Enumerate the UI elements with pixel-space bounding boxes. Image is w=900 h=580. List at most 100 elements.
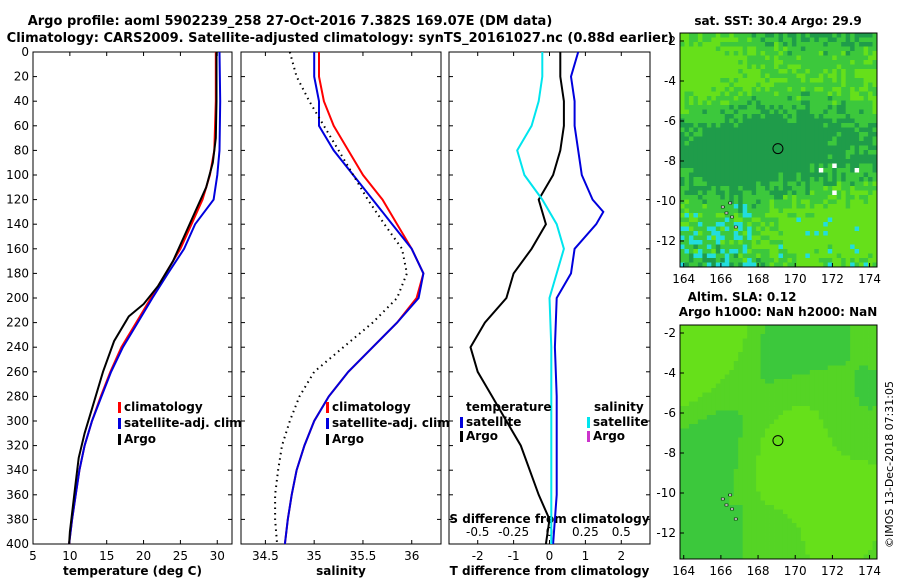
- map-cell: [854, 500, 860, 506]
- map-cell: [818, 460, 824, 465]
- map-cell: [854, 536, 860, 542]
- map-cell: [791, 518, 797, 524]
- map-cell: [724, 163, 730, 169]
- map-cell: [738, 419, 744, 425]
- map-cell: [680, 127, 685, 133]
- map-cell: [809, 249, 815, 254]
- map-cell: [800, 352, 806, 357]
- map-cell: [791, 109, 797, 115]
- map-cell: [769, 338, 775, 344]
- map-cell: [800, 226, 806, 232]
- map-cell: [809, 213, 815, 218]
- map-cell: [715, 177, 721, 182]
- map-cell: [702, 190, 708, 196]
- map-cell: [724, 505, 730, 510]
- map-cell: [791, 195, 797, 200]
- map-cell: [868, 136, 873, 142]
- map-cell: [800, 163, 806, 169]
- map-cell: [765, 141, 770, 146]
- map-cell: [800, 195, 806, 200]
- map-cell: [805, 500, 811, 506]
- map-cell: [774, 545, 779, 551]
- map-cell: [850, 352, 856, 357]
- map-cell: [756, 545, 761, 551]
- map-cell: [774, 536, 779, 542]
- map-cell: [805, 82, 811, 88]
- map-cell: [787, 410, 793, 416]
- map-cell: [733, 505, 739, 510]
- map-cell: [760, 401, 766, 407]
- map-cell: [832, 181, 838, 187]
- map-cell: [823, 338, 829, 344]
- map-cell: [859, 249, 864, 254]
- map-cell: [742, 527, 748, 533]
- map-cell: [787, 370, 793, 375]
- map-cell: [756, 482, 761, 488]
- map-cell: [760, 514, 766, 519]
- map-cell: [782, 374, 788, 380]
- map-cell: [823, 46, 829, 52]
- map-cell: [782, 523, 788, 528]
- map-cell: [832, 78, 838, 83]
- map-cell: [836, 437, 842, 443]
- map-cell: [841, 96, 847, 101]
- map-cell: [841, 114, 847, 119]
- map-cell: [733, 141, 739, 146]
- map-cell: [756, 496, 761, 501]
- map-cell: [796, 532, 802, 537]
- map-cell: [791, 204, 797, 209]
- map-cell: [760, 69, 766, 74]
- map-cell: [836, 536, 842, 542]
- map-cell: [715, 541, 721, 546]
- map-cell: [724, 87, 730, 92]
- map-cell: [814, 532, 820, 537]
- map-cell: [809, 424, 815, 429]
- map-cell: [791, 258, 797, 263]
- map-cell: [809, 222, 815, 227]
- map-cell: [742, 78, 748, 83]
- map-cell: [787, 347, 793, 353]
- map-cell: [796, 397, 802, 402]
- map-cell: [680, 455, 685, 461]
- map-cell: [818, 478, 824, 483]
- map-cell: [859, 141, 864, 146]
- map-cell: [854, 410, 860, 416]
- map-cell: [818, 419, 824, 425]
- map-cell: [782, 235, 788, 241]
- map-cell: [747, 464, 753, 470]
- map-cell: [774, 73, 779, 79]
- map-cell: [711, 496, 717, 501]
- map-cell: [724, 361, 730, 366]
- map-cell: [756, 64, 761, 70]
- map-cell: [778, 460, 784, 465]
- map-cell: [782, 545, 788, 551]
- map-cell: [680, 163, 685, 169]
- map-cell: [706, 42, 712, 47]
- map-cell: [863, 231, 869, 236]
- map-cell: [863, 163, 869, 169]
- map-cell: [715, 347, 721, 353]
- map-cell: [693, 217, 699, 223]
- map-cell: [778, 82, 784, 88]
- map-cell: [688, 491, 694, 497]
- map-cell: [868, 253, 873, 259]
- map-cell: [863, 82, 869, 88]
- map-cell: [791, 82, 797, 88]
- map-cell: [841, 109, 847, 115]
- map-cell: [841, 100, 847, 106]
- map-cell: [782, 244, 788, 250]
- y-tick-label: 220: [6, 316, 29, 330]
- map-cell: [706, 91, 712, 97]
- map-cell: [742, 244, 748, 250]
- map-cell: [805, 424, 811, 429]
- map-cell: [778, 428, 784, 434]
- map-cell: [724, 78, 730, 83]
- map-cell: [760, 109, 766, 115]
- map-cell: [809, 401, 815, 407]
- map-cell: [814, 55, 820, 61]
- map-cell: [805, 163, 811, 169]
- map-cell: [854, 361, 860, 366]
- map-cell: [697, 141, 703, 146]
- map-cell: [760, 536, 766, 542]
- map-cell: [796, 554, 802, 560]
